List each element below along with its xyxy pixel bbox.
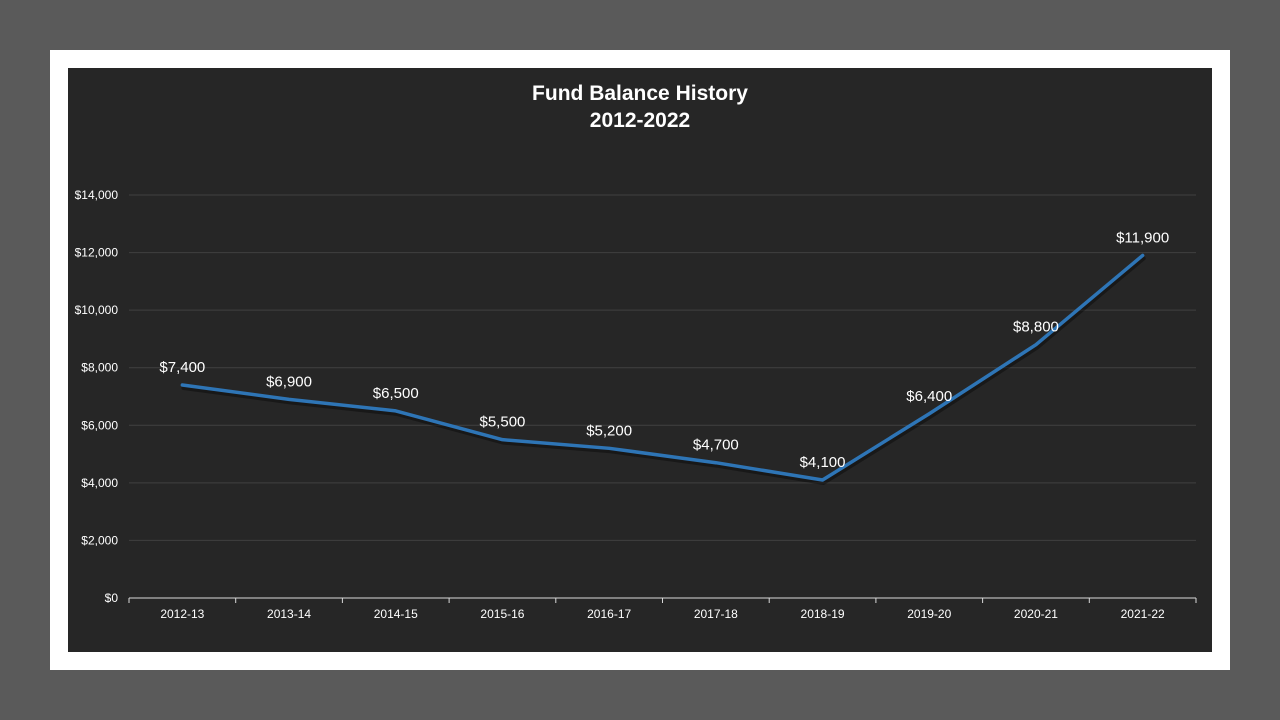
- x-tick-label: 2013-14: [267, 607, 311, 621]
- data-label: $11,900: [1116, 229, 1169, 246]
- chart-title: Fund Balance History 2012-2022: [68, 80, 1212, 134]
- series-line-shadow: [181, 256, 1146, 485]
- x-tick-label: 2016-17: [587, 607, 631, 621]
- series-line-layer: [180, 253, 1146, 485]
- y-tick-label: $4,000: [81, 476, 118, 490]
- slide-frame: Fund Balance History 2012-2022 $0 $2,000 $…: [50, 50, 1230, 670]
- x-tick-label: 2018-19: [801, 607, 845, 621]
- y-tick-label: $0: [105, 591, 119, 605]
- data-label: $6,500: [373, 385, 419, 402]
- data-label: $4,700: [693, 437, 739, 454]
- x-tick-label: 2014-15: [374, 607, 418, 621]
- data-labels: $7,400 $6,900 $6,500 $5,500 $5,200 $4,700 $4,1…: [159, 229, 1169, 471]
- y-tick-label: $12,000: [75, 246, 119, 260]
- data-label: $7,400: [159, 359, 205, 376]
- data-label: $6,900: [266, 373, 312, 390]
- chart-subtitle: 2012-2022: [589, 109, 691, 132]
- y-tick-label: $10,000: [75, 303, 119, 317]
- x-tick-label: 2015-16: [480, 607, 524, 621]
- chart-title-main: Fund Balance History: [532, 82, 748, 105]
- y-tick-label: $14,000: [75, 188, 119, 202]
- data-label: $5,200: [586, 422, 632, 439]
- data-label: $6,400: [906, 388, 952, 405]
- gridlines: [129, 194, 1196, 541]
- x-tick-label: 2017-18: [694, 607, 738, 621]
- chart-area: Fund Balance History 2012-2022 $0 $2,000 $…: [68, 68, 1212, 652]
- x-tick-label: 2012-13: [160, 607, 204, 621]
- series-line: [180, 253, 1145, 482]
- x-tick-label: 2019-20: [907, 607, 951, 621]
- y-tick-label: $6,000: [81, 418, 118, 432]
- y-tick-label: $2,000: [81, 533, 118, 547]
- axes: $0 $2,000 $4,000 $6,000 $8,000 $10,000 $12,000…: [75, 188, 1197, 621]
- x-tick-label: 2020-21: [1014, 607, 1058, 621]
- line-chart: $0 $2,000 $4,000 $6,000 $8,000 $10,000 $12,000…: [75, 188, 1197, 621]
- data-label: $5,500: [480, 414, 526, 431]
- data-label: $8,800: [1013, 319, 1059, 336]
- x-tick-label: 2021-22: [1121, 607, 1165, 621]
- data-label: $4,100: [800, 454, 846, 471]
- y-tick-label: $8,000: [81, 361, 118, 375]
